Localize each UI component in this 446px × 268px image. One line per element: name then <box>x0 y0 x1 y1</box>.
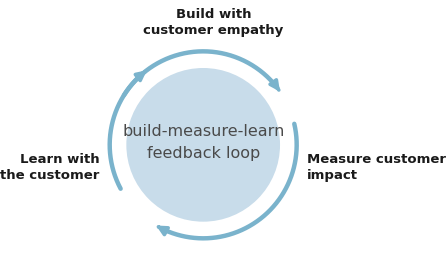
Text: Learn with
the customer: Learn with the customer <box>0 153 99 183</box>
Text: Build with
customer empathy: Build with customer empathy <box>143 8 284 37</box>
Text: Measure customer
impact: Measure customer impact <box>307 153 446 183</box>
Text: build-measure-learn
feedback loop: build-measure-learn feedback loop <box>122 124 285 161</box>
Circle shape <box>126 68 280 222</box>
